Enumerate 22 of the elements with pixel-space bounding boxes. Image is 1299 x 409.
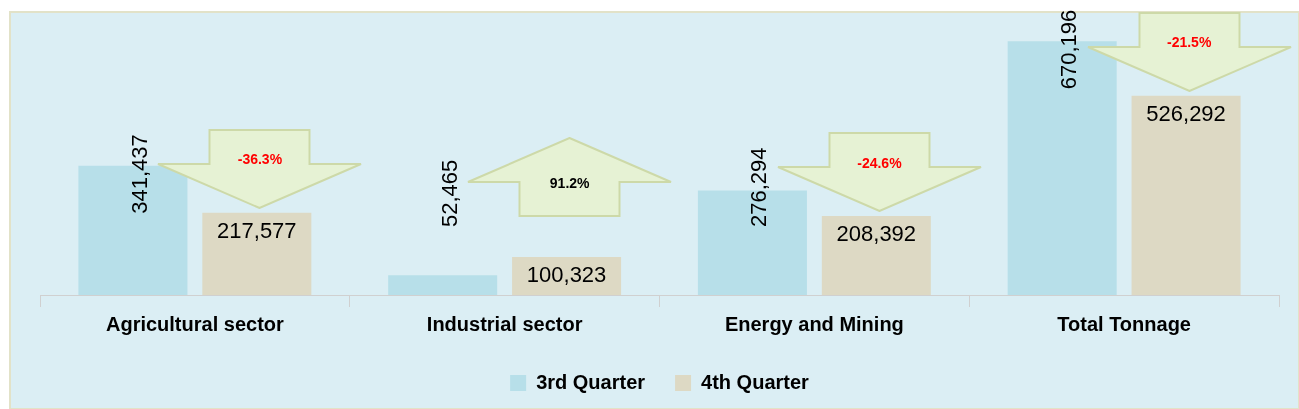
- data-label: 341,437: [126, 134, 152, 214]
- data-label: 276,294: [746, 147, 772, 227]
- bar: [821, 216, 931, 295]
- x-tick-label: Industrial sector: [426, 312, 583, 335]
- data-label: 217,577: [217, 217, 297, 243]
- x-tick-label: Total Tonnage: [1057, 312, 1191, 335]
- x-tick-label: Energy and Mining: [724, 312, 904, 335]
- data-label: 208,392: [836, 221, 917, 247]
- bar: [388, 275, 498, 295]
- data-label: 670,196: [1056, 9, 1082, 90]
- annotation: 91.2%: [549, 175, 590, 192]
- bar: [1131, 95, 1241, 295]
- data-label: 526,292: [1146, 100, 1226, 126]
- bar: [202, 212, 312, 295]
- data-label: 100,323: [526, 262, 607, 288]
- legend-label: 4th Quarter: [701, 370, 810, 393]
- annotation: -21.5%: [1166, 34, 1212, 51]
- annotation: -36.3%: [237, 151, 283, 168]
- legend-label: 3rd Quarter: [536, 370, 646, 393]
- x-tick-label: Agricultural sector: [105, 312, 284, 335]
- data-label: 52,465: [436, 159, 462, 227]
- annotation: -24.6%: [857, 154, 902, 171]
